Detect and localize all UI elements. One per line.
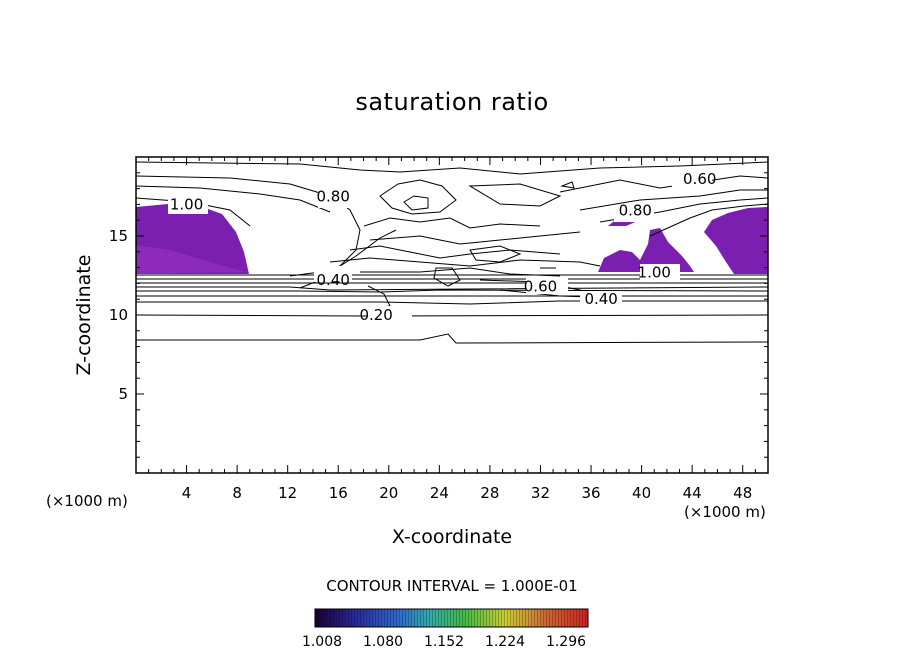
- colorbar-tick-label: 1.296: [546, 634, 586, 650]
- contour-label: 0.40: [316, 271, 349, 289]
- colorbar-tick-label: 1.152: [424, 634, 464, 650]
- fill-region-left-shade: [136, 245, 246, 274]
- x-unit-label-left: (×1000 m): [46, 492, 128, 510]
- x-tick-label: 32: [531, 484, 550, 502]
- contour-label: 0.80: [316, 188, 349, 206]
- colorbar-tick-label: 1.008: [302, 634, 342, 650]
- y-tick-label: 5: [118, 385, 128, 403]
- colorbar-tick-label: 1.080: [363, 634, 403, 650]
- contour-label: 0.60: [683, 170, 716, 188]
- x-tick-label: 24: [430, 484, 449, 502]
- x-tick-label: 12: [278, 484, 297, 502]
- x-tick-label: 40: [632, 484, 651, 502]
- fill-region-right: [704, 207, 768, 274]
- colorbar-tick-label: 1.224: [485, 634, 525, 650]
- x-tick-label: 48: [733, 484, 752, 502]
- colorbar-tick-labels: 1.008 1.080 1.152 1.224 1.296: [302, 634, 586, 650]
- x-tick-label: 4: [182, 484, 192, 502]
- y-tick-label: 15: [109, 227, 128, 245]
- y-axis-ticks: 5 10 15: [109, 172, 768, 458]
- y-tick-label: 10: [109, 306, 128, 324]
- x-axis-label: X-coordinate: [391, 526, 513, 548]
- contour-label: 0.80: [619, 202, 652, 220]
- contour-label: 1.00: [170, 195, 203, 213]
- contour-interval-label: CONTOUR INTERVAL = 1.000E-01: [326, 577, 578, 595]
- x-tick-label: 36: [581, 484, 600, 502]
- chart-title: saturation ratio: [355, 88, 549, 116]
- contour-label: 0.40: [584, 290, 617, 308]
- contour-label-masks: [168, 172, 712, 322]
- x-tick-label: 16: [329, 484, 348, 502]
- x-tick-label: 20: [379, 484, 398, 502]
- contour-band: [136, 274, 768, 344]
- contour-label: 0.20: [359, 306, 392, 324]
- x-tick-label: 28: [480, 484, 499, 502]
- x-unit-label-right: (×1000 m): [684, 503, 766, 521]
- y-axis-label: Z-coordinate: [73, 254, 95, 376]
- x-tick-label: 8: [232, 484, 242, 502]
- x-axis-ticks: 4 8 12 16 20 24 28 32 36 40 44 48: [148, 157, 756, 502]
- contour-label: 1.00: [638, 263, 671, 281]
- fill-region-mid: [598, 228, 694, 272]
- x-tick-label: 44: [683, 484, 702, 502]
- contour-label: 0.60: [524, 278, 557, 296]
- colorbar-hatch: [315, 609, 588, 627]
